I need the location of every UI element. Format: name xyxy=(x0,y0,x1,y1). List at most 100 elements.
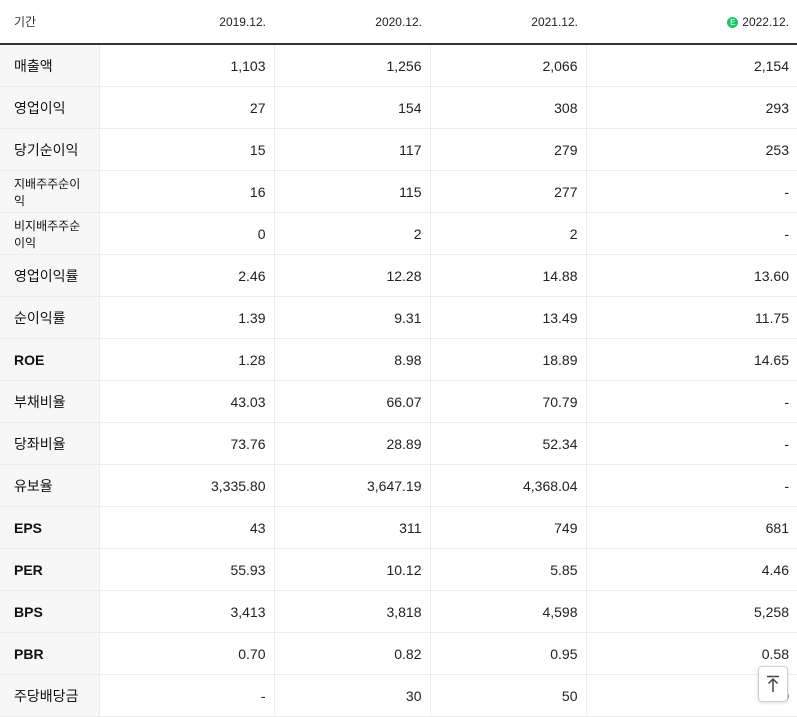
row-label: 주당배당금 xyxy=(0,674,99,717)
table-row: PBR 0.70 0.82 0.95 0.58 xyxy=(0,632,797,675)
table-cell: - xyxy=(585,212,797,255)
table-cell: 681 xyxy=(585,506,797,549)
table-cell: 0 xyxy=(98,212,274,255)
table-cell: 308 xyxy=(429,86,586,129)
table-row: 비지배주주순이익 0 2 2 - xyxy=(0,212,797,255)
column-header: 2021.12. xyxy=(430,0,586,45)
row-label: ROE xyxy=(0,338,99,381)
table-cell: 10.12 xyxy=(273,548,430,591)
table-cell: 13.60 xyxy=(585,254,797,297)
table-cell: 4.46 xyxy=(585,548,797,591)
table-cell: 1.28 xyxy=(98,338,274,381)
row-label: 영업이익 xyxy=(0,86,99,129)
table-cell: 277 xyxy=(429,170,586,213)
row-label: 당좌비율 xyxy=(0,422,99,465)
table-row: 매출액 1,103 1,256 2,066 2,154 xyxy=(0,44,797,87)
table-cell: 30 xyxy=(273,674,430,717)
table-cell: 27 xyxy=(98,86,274,129)
table-cell: 12.28 xyxy=(273,254,430,297)
row-label: EPS xyxy=(0,506,99,549)
row-label: 당기순이익 xyxy=(0,128,99,171)
table-cell: 66.07 xyxy=(273,380,430,423)
table-row: EPS 43 311 749 681 xyxy=(0,506,797,549)
column-header-estimate: E 2022.12. xyxy=(586,0,797,45)
table-cell: 18.89 xyxy=(429,338,586,381)
table-row: 순이익률 1.39 9.31 13.49 11.75 xyxy=(0,296,797,339)
table-cell: 293 xyxy=(585,86,797,129)
table-cell: 73.76 xyxy=(98,422,274,465)
table-cell: 1.39 xyxy=(98,296,274,339)
row-label: 부채비율 xyxy=(0,380,99,423)
table-row: 영업이익률 2.46 12.28 14.88 13.60 xyxy=(0,254,797,297)
column-header: 2019.12. xyxy=(99,0,274,45)
table-cell: 1,256 xyxy=(273,44,430,87)
row-label: BPS xyxy=(0,590,99,633)
table-row: PER 55.93 10.12 5.85 4.46 xyxy=(0,548,797,591)
table-cell: 4,598 xyxy=(429,590,586,633)
table-cell: 0.82 xyxy=(273,632,430,675)
table-cell: 14.88 xyxy=(429,254,586,297)
table-cell: 253 xyxy=(585,128,797,171)
table-cell: 50 xyxy=(429,674,586,717)
row-label: 순이익률 xyxy=(0,296,99,339)
table-cell: 15 xyxy=(98,128,274,171)
table-cell: 43.03 xyxy=(98,380,274,423)
table-cell: - xyxy=(585,170,797,213)
table-cell: 28.89 xyxy=(273,422,430,465)
period-header: 기간 xyxy=(0,0,99,45)
table-cell: 2,066 xyxy=(429,44,586,87)
table-cell: - xyxy=(585,380,797,423)
table-row: 주당배당금 - 30 50 0 xyxy=(0,674,797,717)
table-cell: 311 xyxy=(273,506,430,549)
table-cell: 43 xyxy=(98,506,274,549)
column-header: 2020.12. xyxy=(274,0,430,45)
scroll-top-button[interactable] xyxy=(758,666,788,702)
table-cell: 13.49 xyxy=(429,296,586,339)
row-label: PER xyxy=(0,548,99,591)
table-cell: 3,818 xyxy=(273,590,430,633)
table-cell: 279 xyxy=(429,128,586,171)
table-cell: 117 xyxy=(273,128,430,171)
table-cell: 14.65 xyxy=(585,338,797,381)
table-cell: 2 xyxy=(273,212,430,255)
table-cell: 2.46 xyxy=(98,254,274,297)
row-label: 지배주주순이익 xyxy=(0,170,99,213)
table-row: 당좌비율 73.76 28.89 52.34 - xyxy=(0,422,797,465)
table-cell: 3,413 xyxy=(98,590,274,633)
table-cell: 52.34 xyxy=(429,422,586,465)
table-cell: 0.70 xyxy=(98,632,274,675)
table-cell: 4,368.04 xyxy=(429,464,586,507)
table-cell: 9.31 xyxy=(273,296,430,339)
table-cell: 8.98 xyxy=(273,338,430,381)
table-cell: 70.79 xyxy=(429,380,586,423)
row-label: 유보율 xyxy=(0,464,99,507)
header-row: 기간 2019.12. 2020.12. 2021.12. E 2022.12. xyxy=(0,0,797,45)
table-cell: - xyxy=(585,422,797,465)
arrow-up-icon xyxy=(767,675,779,692)
table-row: 당기순이익 15 117 279 253 xyxy=(0,128,797,171)
estimate-icon: E xyxy=(727,16,739,28)
table-cell: 115 xyxy=(273,170,430,213)
table-cell: 11.75 xyxy=(585,296,797,339)
table-cell: 5,258 xyxy=(585,590,797,633)
table-cell: 5.85 xyxy=(429,548,586,591)
table-cell: 2,154 xyxy=(585,44,797,87)
table-row: 지배주주순이익 16 115 277 - xyxy=(0,170,797,213)
table-cell: 55.93 xyxy=(98,548,274,591)
table-row: ROE 1.28 8.98 18.89 14.65 xyxy=(0,338,797,381)
table-row: 영업이익 27 154 308 293 xyxy=(0,86,797,129)
table-cell: - xyxy=(98,674,274,717)
table-cell: 3,647.19 xyxy=(273,464,430,507)
row-label: 비지배주주순이익 xyxy=(0,212,99,255)
row-label: 매출액 xyxy=(0,44,99,87)
row-label: PBR xyxy=(0,632,99,675)
table-row: BPS 3,413 3,818 4,598 5,258 xyxy=(0,590,797,633)
table-cell: 1,103 xyxy=(98,44,274,87)
table-cell: - xyxy=(585,464,797,507)
table-cell: 154 xyxy=(273,86,430,129)
table-cell: 2 xyxy=(429,212,586,255)
column-header-label: 2022.12. xyxy=(742,14,789,29)
table-row: 부채비율 43.03 66.07 70.79 - xyxy=(0,380,797,423)
table-cell: 749 xyxy=(429,506,586,549)
